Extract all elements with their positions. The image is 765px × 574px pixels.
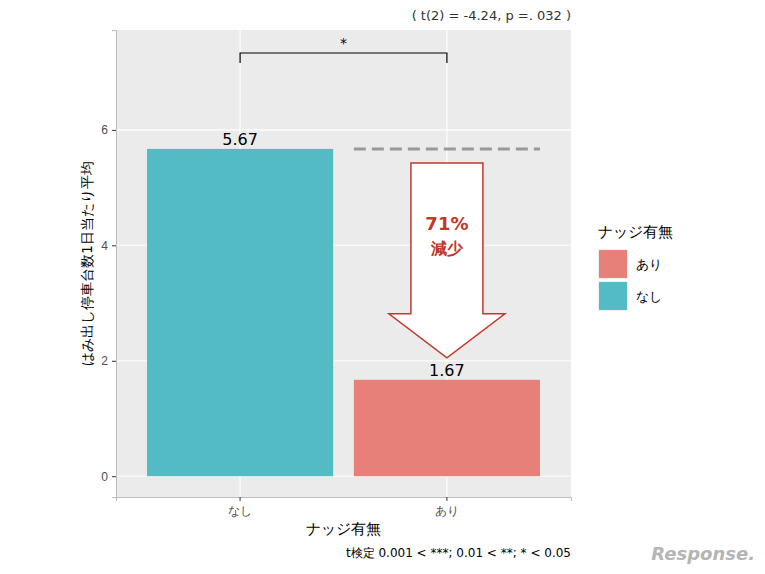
y-tick-mark bbox=[112, 245, 116, 246]
watermark: Response. bbox=[651, 543, 755, 564]
chart: 5.671.670246なしありナッジ有無はみ出し停車台数1日当たり平均ナッジ有… bbox=[0, 0, 765, 574]
legend: ナッジ有無ありなし bbox=[598, 223, 673, 311]
x-axis-title: ナッジ有無 bbox=[306, 520, 381, 538]
bar bbox=[147, 149, 333, 476]
y-axis-line bbox=[112, 31, 117, 498]
y-tick: 4 bbox=[101, 239, 116, 253]
x-tick-mark bbox=[446, 497, 447, 501]
significance-bracket bbox=[240, 53, 447, 63]
y-tick: 6 bbox=[101, 123, 116, 137]
bars bbox=[147, 149, 540, 476]
y-tick-label: 0 bbox=[101, 470, 108, 484]
y-axis-title: はみ出し停車台数1日当たり平均 bbox=[79, 161, 95, 366]
y-grid-line bbox=[116, 129, 571, 130]
x-tick-label: なし bbox=[228, 504, 252, 518]
footnote: t検定 0.001 < ***; 0.01 < **; * < 0.05 bbox=[346, 546, 571, 560]
x-axis: なし あり bbox=[117, 497, 572, 518]
x-tick-mark bbox=[240, 497, 241, 501]
x-tick-label: あり bbox=[435, 504, 459, 518]
reduction-percent: 71% bbox=[425, 213, 468, 234]
legend-label: あり bbox=[636, 257, 662, 272]
legend-title: ナッジ有無 bbox=[598, 223, 673, 241]
y-tick-mark bbox=[112, 476, 116, 477]
y-tick: 0 bbox=[101, 470, 116, 484]
x-tick: なし bbox=[228, 497, 252, 518]
legend-swatch bbox=[599, 250, 627, 278]
legend-label: なし bbox=[636, 289, 662, 304]
legend-key-bg bbox=[598, 249, 628, 279]
bar bbox=[354, 380, 540, 476]
test-result: ( t(2) = -4.24, p =. 032 ) bbox=[412, 8, 571, 23]
significance-star: * bbox=[340, 35, 347, 51]
y-tick: 2 bbox=[101, 354, 116, 368]
legend-key-bg bbox=[598, 281, 628, 311]
y-tick-label: 2 bbox=[101, 354, 108, 368]
data-label: 1.67 bbox=[429, 361, 465, 380]
y-tick-label: 6 bbox=[101, 123, 108, 137]
reference-line bbox=[354, 147, 540, 150]
legend-swatch bbox=[599, 282, 627, 310]
y-axis: 0 2 4 6 bbox=[101, 31, 116, 498]
data-label: 5.67 bbox=[222, 130, 258, 149]
y-tick-mark bbox=[112, 130, 116, 131]
x-tick: あり bbox=[435, 497, 459, 518]
plot-area bbox=[116, 30, 571, 497]
x-axis-line bbox=[117, 498, 572, 502]
reduction-arrow bbox=[389, 163, 505, 358]
y-tick-mark bbox=[112, 361, 116, 362]
grid bbox=[116, 30, 571, 497]
y-tick-label: 4 bbox=[101, 239, 108, 253]
reduction-text: 減少 bbox=[430, 239, 464, 258]
